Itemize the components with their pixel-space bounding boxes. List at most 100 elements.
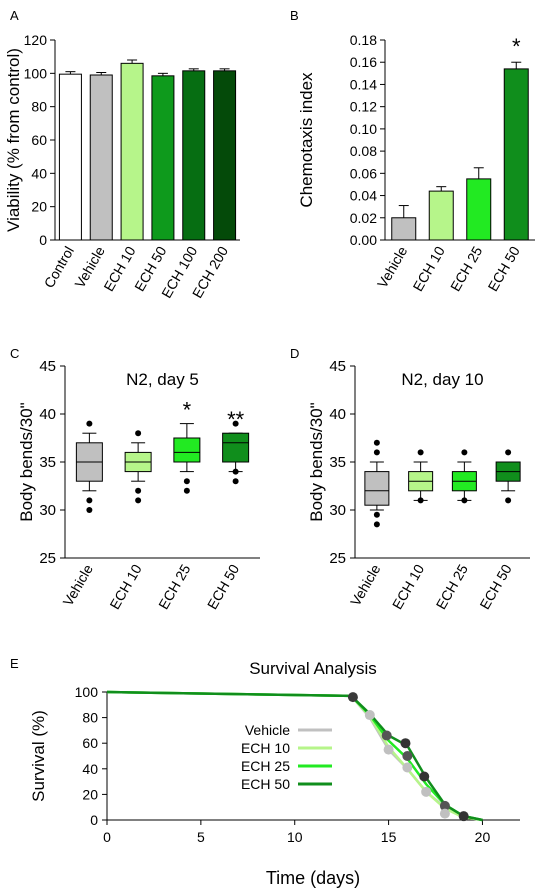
outlier-point <box>461 449 468 456</box>
x-tick-label: 15 <box>381 829 397 845</box>
panel-letter-e: E <box>10 656 19 671</box>
censor-point <box>458 811 469 822</box>
outlier-point <box>183 478 190 485</box>
y-tick-label: 80 <box>82 710 98 726</box>
category-label: ECH 50 <box>484 243 522 294</box>
outlier-point <box>135 487 142 494</box>
outlier-point <box>86 420 93 427</box>
y-tick-label: 0.02 <box>350 210 377 226</box>
chart-title: N2, day 10 <box>401 370 483 389</box>
y-tick-label: 0 <box>90 812 98 828</box>
significance-mark: * <box>512 34 521 59</box>
category-label: ECH 10 <box>389 561 427 612</box>
panel-letter-c: C <box>10 346 19 361</box>
legend-label: ECH 10 <box>241 740 290 756</box>
y-tick-label: 100 <box>75 684 99 700</box>
censor-point <box>419 771 430 782</box>
y-tick-label: 80 <box>31 99 47 115</box>
y-tick-label: 0.04 <box>350 188 377 204</box>
x-tick-label: 0 <box>103 829 111 845</box>
bar <box>89 74 113 241</box>
series-line <box>106 690 483 822</box>
y-tick-label: 45 <box>39 358 56 375</box>
box <box>222 432 250 463</box>
chart-title: Survival Analysis <box>249 659 377 678</box>
series-line <box>106 690 483 822</box>
significance-mark: ** <box>227 407 245 432</box>
censor-point <box>364 710 375 721</box>
y-tick-label: 60 <box>31 132 47 148</box>
category-label: Vehicle <box>60 561 97 608</box>
bar <box>151 75 175 241</box>
category-label: ECH 50 <box>476 561 514 612</box>
outlier-point <box>373 449 380 456</box>
category-label: ECH 10 <box>106 561 144 612</box>
outlier-point <box>135 430 142 437</box>
y-tick-label: 35 <box>39 454 56 471</box>
censor-point <box>381 730 392 741</box>
box <box>364 471 390 506</box>
outlier-point <box>183 487 190 494</box>
category-label: ECH 10 <box>409 243 447 294</box>
censor-point <box>400 738 411 749</box>
outlier-point <box>461 497 468 504</box>
category-label: ECH 25 <box>433 561 471 612</box>
censor-point <box>439 808 450 819</box>
legend-label: ECH 50 <box>241 776 290 792</box>
y-tick-label: 30 <box>329 502 346 519</box>
y-tick-label: 0.18 <box>350 32 377 48</box>
y-axis-label: Body bends/30" <box>307 402 326 521</box>
outlier-point <box>417 497 424 504</box>
y-tick-label: 0.06 <box>350 165 377 181</box>
x-tick-label: 5 <box>197 829 205 845</box>
censor-point <box>439 800 450 811</box>
outlier-point <box>505 497 512 504</box>
bar <box>466 178 492 241</box>
y-tick-label: 40 <box>39 406 56 423</box>
legend-label: Vehicle <box>245 722 290 738</box>
panel-letter-a: A <box>10 8 19 23</box>
bar <box>58 73 82 241</box>
y-tick-label: 120 <box>24 32 48 48</box>
bar <box>391 217 417 241</box>
outlier-point <box>373 521 380 528</box>
y-tick-label: 20 <box>31 199 47 215</box>
x-tick-label: 10 <box>287 829 303 845</box>
category-label: ECH 25 <box>447 243 485 294</box>
box <box>173 437 201 463</box>
outlier-point <box>417 449 424 456</box>
category-label: Vehicle <box>374 243 411 290</box>
outlier-point <box>86 497 93 504</box>
y-tick-label: 35 <box>329 454 346 471</box>
bar <box>428 190 454 241</box>
y-tick-label: 0.16 <box>350 54 377 70</box>
category-label: ECH 50 <box>204 561 242 612</box>
y-tick-label: 20 <box>82 786 98 802</box>
censor-point <box>383 744 394 755</box>
y-tick-label: 40 <box>329 406 346 423</box>
outlier-point <box>373 511 380 518</box>
panel-letter-d: D <box>290 346 299 361</box>
legend-label: ECH 25 <box>241 758 290 774</box>
y-tick-label: 0.12 <box>350 99 377 115</box>
y-tick-label: 0 <box>39 232 47 248</box>
chart-title: N2, day 5 <box>126 370 199 389</box>
y-tick-label: 0.10 <box>350 121 377 137</box>
censor-point <box>402 751 413 761</box>
outlier-point <box>232 420 239 427</box>
x-tick-label: 20 <box>475 829 491 845</box>
y-axis-label: Chemotaxis index <box>297 72 316 208</box>
bar <box>120 62 144 241</box>
bar <box>182 70 206 241</box>
outlier-point <box>86 507 93 513</box>
y-tick-label: 45 <box>329 358 346 375</box>
censor-point <box>421 786 432 797</box>
y-tick-label: 25 <box>39 550 56 567</box>
y-tick-label: 60 <box>82 735 98 751</box>
y-tick-label: 40 <box>31 165 47 181</box>
outlier-point <box>135 497 142 504</box>
x-axis-label: Time (days) <box>266 868 360 888</box>
outlier-point <box>373 439 380 446</box>
panel-letter-b: B <box>290 8 299 23</box>
